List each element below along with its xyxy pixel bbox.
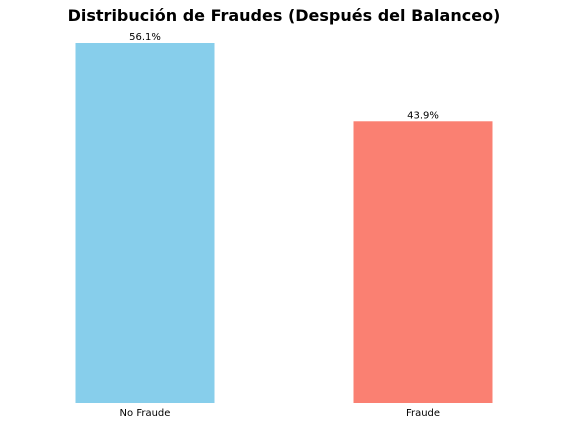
value-label: 56.1% (129, 32, 161, 43)
chart-title: Distribución de Fraudes (Después del Bal… (67, 6, 501, 25)
bar-no-fraude (75, 43, 215, 403)
bars-layer (75, 43, 493, 404)
value-label: 43.9% (407, 110, 439, 121)
x-tick-label: Fraude (406, 408, 440, 419)
x-tick-label: No Fraude (120, 408, 171, 419)
labels-layer: 56.1% No Fraude 43.9% Fraude (120, 32, 441, 419)
bar-fraude (353, 121, 493, 404)
